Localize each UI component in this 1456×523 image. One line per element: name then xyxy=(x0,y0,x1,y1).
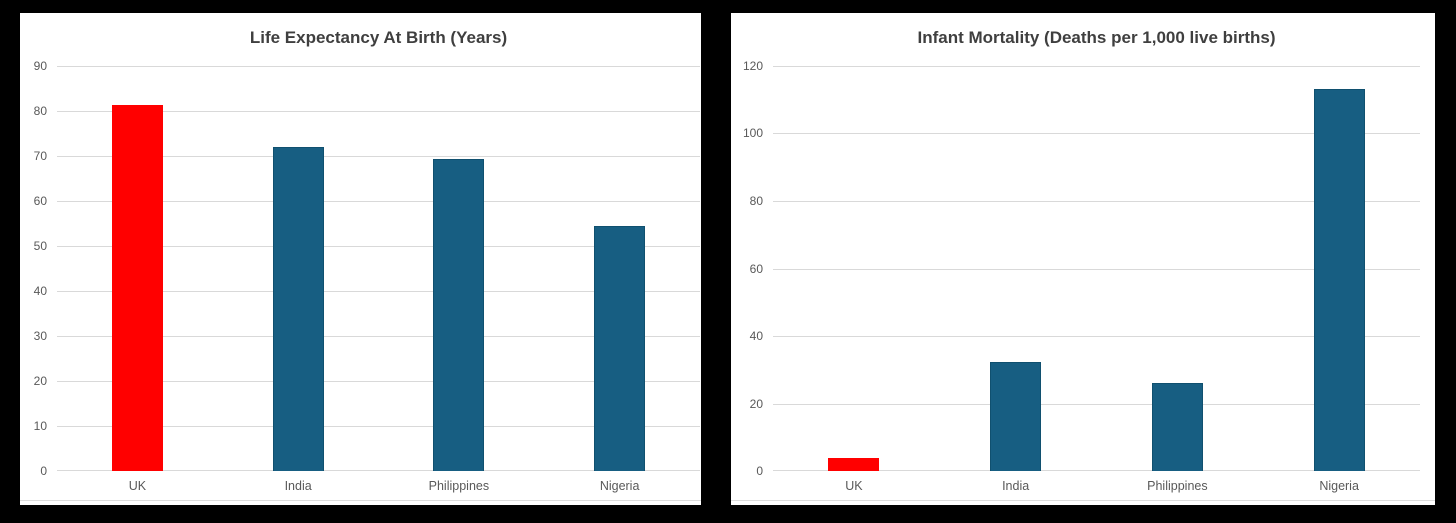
bar-uk xyxy=(111,105,163,471)
y-tick-label: 80 xyxy=(749,193,763,208)
x-axis-labels: UK India Philippines Nigeria xyxy=(57,479,700,494)
category-label-india: India xyxy=(284,479,312,493)
y-tick-label: 20 xyxy=(33,374,47,388)
gridline xyxy=(773,133,1420,135)
category-label-nigeria: Nigeria xyxy=(599,479,640,493)
gridline xyxy=(57,381,700,382)
plot-area xyxy=(773,66,1420,471)
gridline xyxy=(57,291,700,292)
bar-philippines xyxy=(433,159,485,471)
y-tick-label: 0 xyxy=(756,464,763,478)
bar-slot xyxy=(935,66,1097,471)
gridline xyxy=(57,470,700,471)
gridline xyxy=(57,246,700,247)
gridline xyxy=(57,111,700,112)
bar-slot xyxy=(218,66,379,471)
plot-area xyxy=(57,66,700,471)
bar-india xyxy=(272,147,324,471)
bar-slot xyxy=(539,66,700,471)
y-tick-label: 90 xyxy=(33,59,47,73)
category-label-nigeria: Nigeria xyxy=(1319,479,1359,493)
category-label-philippines: Philippines xyxy=(1147,479,1208,493)
bar-slot xyxy=(1258,66,1420,471)
y-tick-label: 20 xyxy=(749,396,763,411)
gridline xyxy=(57,426,700,427)
bar-slot xyxy=(379,66,540,471)
bar-nigeria xyxy=(1313,88,1365,471)
y-tick-label: 80 xyxy=(33,103,47,118)
bar-slot xyxy=(773,66,935,471)
gridline xyxy=(773,470,1420,471)
gridline xyxy=(57,66,700,67)
y-axis-labels: 0 20 40 60 80 100 120 xyxy=(731,59,763,478)
bar-philippines xyxy=(1151,382,1203,471)
y-tick-label: 40 xyxy=(33,284,47,298)
chart-bottom-border xyxy=(731,500,1435,501)
y-tick-label: 10 xyxy=(33,418,47,433)
chart-title: Life Expectancy At Birth (Years) xyxy=(249,28,508,47)
bar-slot xyxy=(1097,66,1259,471)
gridline xyxy=(57,200,700,202)
gridline xyxy=(773,200,1420,202)
category-label-india: India xyxy=(1002,479,1030,493)
y-tick-label: 120 xyxy=(742,59,763,73)
gridline xyxy=(773,335,1420,337)
category-label-uk: UK xyxy=(128,479,147,493)
bar-nigeria xyxy=(594,226,646,471)
bar-uk xyxy=(828,457,880,471)
infant-mortality-chart-panel: Infant Mortality (Deaths per 1,000 live … xyxy=(731,13,1435,505)
category-label-philippines: Philippines xyxy=(428,479,490,493)
y-tick-label: 0 xyxy=(40,464,47,478)
chart-bottom-border xyxy=(20,500,701,501)
category-label-uk: UK xyxy=(845,479,863,493)
life-expectancy-chart-panel: Life Expectancy At Birth (Years) 0 10 20 30… xyxy=(20,13,701,505)
bar-slot xyxy=(57,66,218,471)
y-tick-label: 40 xyxy=(749,328,763,343)
y-axis-labels: 0 10 20 30 40 50 60 70 80 90 xyxy=(20,59,47,478)
y-tick-label: 70 xyxy=(33,148,47,163)
bar-india xyxy=(990,362,1042,471)
y-tick-label: 30 xyxy=(33,328,47,343)
y-tick-label: 60 xyxy=(749,261,763,276)
y-tick-label: 60 xyxy=(33,193,47,208)
y-tick-label: 50 xyxy=(33,238,47,253)
gridline xyxy=(57,335,700,337)
gridline xyxy=(57,156,700,157)
gridline xyxy=(773,66,1420,67)
chart-title: Infant Mortality (Deaths per 1,000 live … xyxy=(917,28,1276,47)
gridline xyxy=(773,403,1420,405)
y-tick-label: 100 xyxy=(742,126,763,141)
x-axis-labels: UK India Philippines Nigeria xyxy=(773,479,1420,494)
gridline xyxy=(773,268,1420,270)
